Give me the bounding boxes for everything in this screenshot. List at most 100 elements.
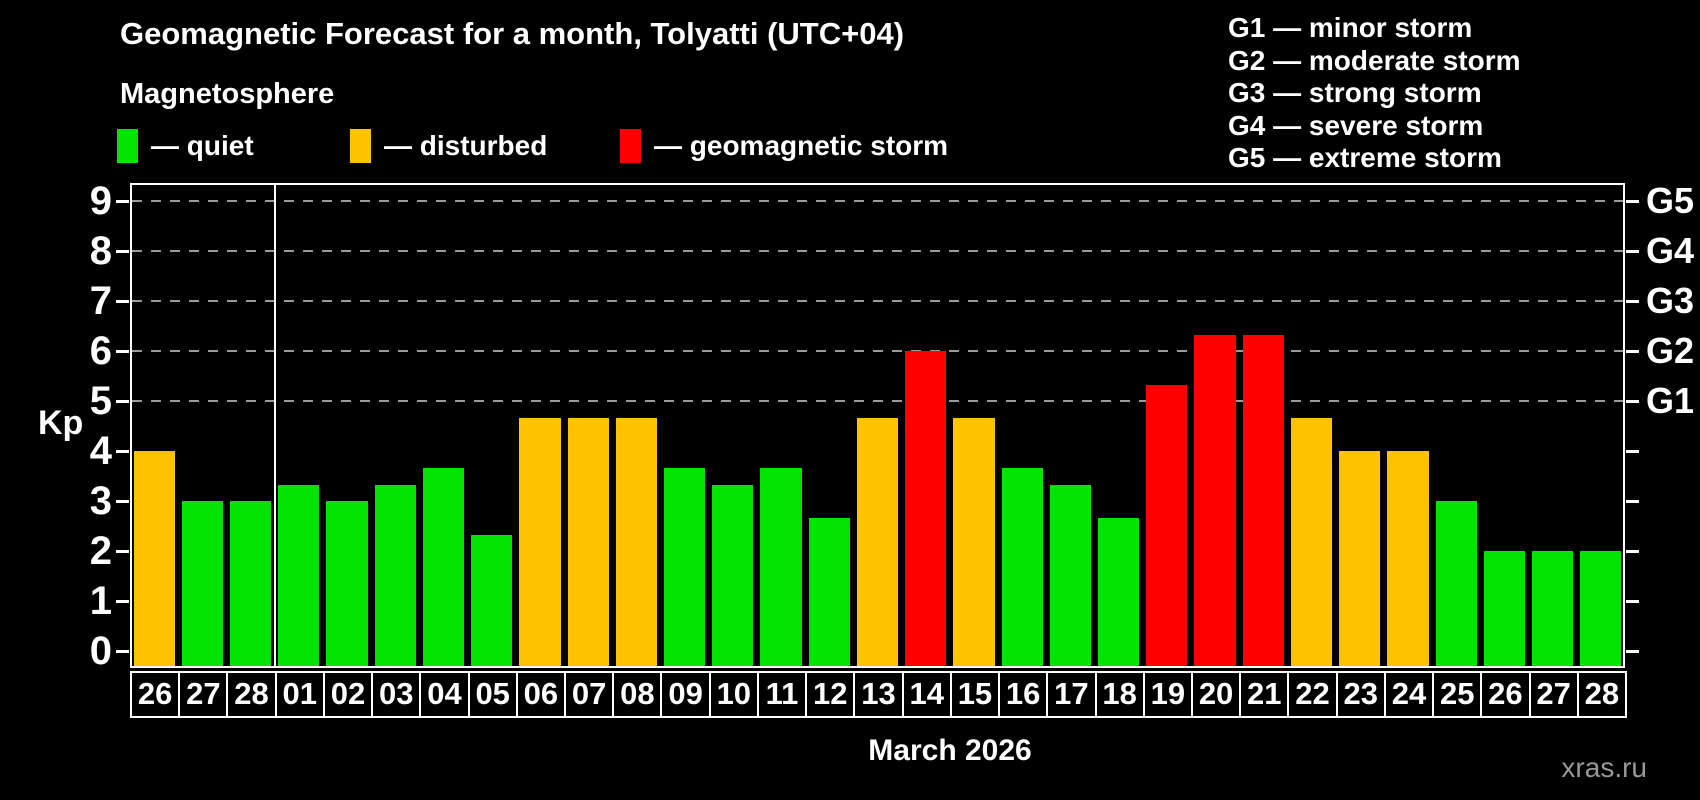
bar-day-26 [1483, 551, 1526, 666]
month-caption: March 2026 [868, 734, 1032, 767]
gridline-kp9 [132, 200, 1623, 202]
bar-day-01 [278, 484, 320, 666]
legend-swatch-quiet [117, 129, 138, 163]
gridline-kp7 [132, 300, 1623, 302]
y-axis-label-6: 6 [89, 329, 112, 373]
bar-day-06 [519, 417, 561, 666]
bar-day-19 [1146, 384, 1188, 666]
y-axis-tick-7 [116, 300, 129, 303]
right-axis-label-g1: G1 [1646, 380, 1695, 421]
month-separator [273, 185, 276, 666]
y-axis-tick-4 [116, 450, 129, 453]
g-legend-line-4: G4 — severe storm [1228, 109, 1484, 141]
bar-day-27 [1532, 551, 1574, 666]
bar-day-08 [615, 417, 657, 666]
bar-day-09 [663, 467, 706, 666]
right-axis-tick-2 [1626, 550, 1639, 553]
gridline-kp6 [132, 350, 1623, 352]
legend-label-disturbed: — disturbed [384, 130, 548, 161]
bar-day-10 [712, 484, 754, 666]
date-label-7: 05 [467, 671, 518, 718]
g-legend-line-3: G3 — strong storm [1228, 77, 1482, 108]
right-axis-label-g4: G4 [1646, 230, 1695, 271]
y-axis-tick-8 [116, 250, 129, 253]
date-label-23: 21 [1239, 671, 1290, 718]
legend-label-quiet: — quiet [151, 130, 254, 161]
date-label-25: 23 [1335, 671, 1386, 718]
bar-day-27 [181, 501, 223, 666]
bar-day-12 [808, 517, 850, 666]
bar-day-17 [1049, 484, 1091, 666]
date-label-20: 18 [1094, 671, 1145, 718]
y-axis-label-4: 4 [89, 429, 112, 473]
bar-day-28 [229, 501, 272, 666]
bar-day-04 [422, 467, 465, 666]
right-axis-tick-3 [1626, 500, 1639, 503]
date-label-13: 11 [756, 671, 808, 718]
y-axis-label-0: 0 [89, 629, 112, 673]
date-label-28: 26 [1480, 671, 1531, 718]
date-label-18: 16 [998, 671, 1049, 718]
bar-day-05 [471, 534, 513, 666]
bar-day-18 [1098, 517, 1140, 666]
right-axis-tick-8 [1626, 250, 1639, 253]
gridline-kp5 [132, 400, 1623, 402]
bar-day-11 [760, 467, 802, 666]
date-label-6: 04 [419, 671, 470, 718]
bar-day-13 [856, 417, 899, 666]
right-axis-tick-5 [1626, 400, 1639, 403]
bar-day-24 [1387, 451, 1429, 666]
date-label-0: 26 [130, 671, 181, 718]
date-label-12: 10 [708, 671, 759, 718]
date-label-19: 17 [1046, 671, 1097, 718]
plot-area [130, 183, 1625, 668]
date-label-14: 12 [805, 671, 856, 718]
y-axis-tick-6 [116, 350, 129, 353]
legend-label-storm: — geomagnetic storm [654, 130, 949, 161]
date-label-29: 27 [1528, 671, 1579, 718]
date-label-24: 22 [1287, 671, 1338, 718]
y-axis-label-9: 9 [89, 179, 112, 223]
y-axis-label-7: 7 [89, 279, 112, 323]
g-legend-line-5: G5 — extreme storm [1228, 142, 1502, 173]
bar-day-14 [905, 351, 947, 666]
legend-item-quiet: — quiet [117, 126, 254, 166]
bar-day-03 [374, 484, 416, 666]
date-label-22: 20 [1190, 671, 1242, 718]
bar-day-15 [953, 417, 995, 666]
date-label-10: 08 [612, 671, 663, 718]
date-label-21: 19 [1142, 671, 1193, 718]
bar-day-21 [1242, 334, 1284, 666]
right-axis-label-g2: G2 [1646, 330, 1695, 371]
right-axis-tick-0 [1626, 650, 1639, 653]
gridline-kp8 [132, 250, 1623, 252]
bar-day-20 [1194, 334, 1236, 666]
date-label-30: 28 [1576, 671, 1627, 718]
y-axis-tick-9 [116, 200, 129, 203]
g-legend-line-1: G1 — minor storm [1228, 12, 1473, 43]
bar-day-22 [1290, 417, 1333, 666]
date-label-9: 07 [564, 671, 615, 718]
date-label-17: 15 [949, 671, 1001, 718]
date-label-2: 28 [226, 671, 277, 718]
y-axis-label-8: 8 [89, 229, 112, 273]
y-axis-tick-1 [116, 600, 129, 603]
legend-swatch-disturbed [350, 129, 371, 163]
y-axis-tick-2 [116, 550, 129, 553]
date-label-15: 13 [853, 671, 904, 718]
date-label-4: 02 [322, 671, 374, 718]
y-axis-tick-3 [116, 500, 129, 503]
bar-day-28 [1580, 551, 1622, 666]
date-label-27: 25 [1432, 671, 1483, 718]
g-scale-legend: G1 — minor storm G2 — moderate storm G3 — … [1228, 12, 1521, 175]
right-axis-label-g3: G3 [1646, 280, 1695, 321]
right-axis-label-g5: G5 [1646, 180, 1695, 221]
magnetosphere-subtitle: Magnetosphere [120, 78, 335, 110]
right-axis-tick-1 [1626, 600, 1639, 603]
right-axis-tick-6 [1626, 350, 1639, 353]
bar-day-16 [1001, 467, 1043, 666]
bar-day-25 [1435, 501, 1477, 666]
bar-day-26 [133, 451, 175, 666]
date-label-3: 01 [274, 671, 325, 718]
bar-day-23 [1339, 451, 1381, 666]
